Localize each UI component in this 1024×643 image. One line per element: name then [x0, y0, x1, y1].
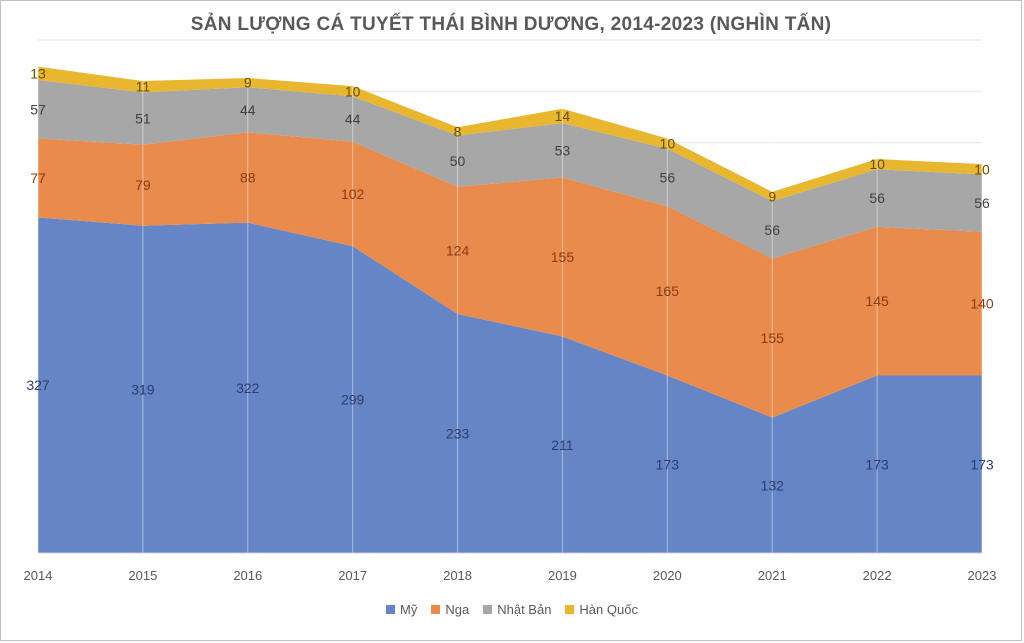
legend-label: Nga	[445, 602, 470, 617]
data-label: 132	[761, 477, 785, 493]
area-series-Mỹ	[38, 217, 982, 554]
chart-legend: Mỹ Nga Nhật Bản Hàn Quốc	[0, 602, 1024, 617]
data-label: 124	[446, 242, 470, 258]
data-label: 51	[135, 110, 151, 126]
data-label: 8	[454, 123, 462, 139]
data-label: 56	[974, 195, 990, 211]
x-tick-label: 2017	[338, 568, 367, 583]
data-label: 10	[660, 136, 676, 152]
data-label: 56	[764, 222, 780, 238]
x-tick-label: 2019	[548, 568, 577, 583]
legend-swatch	[565, 605, 575, 614]
x-tick-label: 2023	[968, 568, 997, 583]
data-label: 211	[551, 437, 574, 453]
x-tick-label: 2021	[758, 568, 787, 583]
data-label: 88	[240, 169, 256, 185]
data-label: 77	[30, 170, 46, 186]
data-label: 10	[345, 83, 361, 99]
legend-swatch	[386, 605, 396, 614]
legend-label: Mỹ	[400, 602, 418, 617]
data-label: 56	[660, 169, 676, 185]
data-label: 173	[865, 456, 889, 472]
data-label: 44	[240, 102, 256, 118]
x-tick-label: 2018	[443, 568, 472, 583]
data-label: 44	[345, 111, 361, 127]
data-label: 10	[974, 161, 990, 177]
x-tick-label: 2020	[653, 568, 682, 583]
legend-swatch	[483, 605, 493, 614]
data-label: 102	[341, 186, 365, 202]
area-series-Hàn Quốc	[38, 66, 982, 202]
legend-item: Nga	[431, 602, 469, 617]
data-label: 173	[970, 456, 994, 472]
legend-item: Nhật Bản	[483, 602, 551, 617]
data-label: 233	[446, 425, 470, 441]
area-series-Nga	[38, 132, 982, 418]
data-label: 56	[869, 190, 885, 206]
data-label: 14	[555, 108, 571, 124]
data-label: 155	[551, 249, 575, 265]
data-label: 79	[135, 177, 151, 193]
data-label: 145	[865, 293, 889, 309]
data-label: 57	[30, 101, 46, 117]
data-label: 140	[970, 296, 994, 312]
legend-label: Nhật Bản	[497, 602, 552, 617]
data-label: 165	[656, 283, 680, 299]
legend-label: Hàn Quốc	[579, 602, 638, 617]
data-label: 50	[450, 153, 466, 169]
chart-title: SẢN LƯỢNG CÁ TUYẾT THÁI BÌNH DƯƠNG, 2014…	[190, 14, 832, 35]
legend-item: Mỹ	[386, 602, 417, 617]
data-label: 173	[656, 456, 680, 472]
data-label: 327	[26, 377, 50, 393]
data-label: 13	[30, 65, 46, 81]
legend-swatch	[431, 605, 441, 614]
x-tick-label: 2015	[128, 568, 157, 583]
data-label: 11	[136, 79, 151, 95]
x-tick-label: 2014	[24, 568, 53, 583]
area-series-Nhật Bản	[38, 80, 982, 259]
data-label: 319	[131, 381, 155, 397]
data-label: 155	[761, 330, 785, 346]
data-label: 322	[236, 380, 260, 396]
x-tick-label: 2016	[233, 568, 262, 583]
data-label: 10	[869, 156, 885, 172]
x-tick-label: 2022	[863, 568, 892, 583]
legend-item: Hàn Quốc	[565, 602, 638, 617]
data-label: 299	[341, 392, 365, 408]
data-label: 9	[768, 188, 776, 204]
data-label: 9	[244, 75, 252, 91]
data-label: 53	[555, 142, 571, 158]
